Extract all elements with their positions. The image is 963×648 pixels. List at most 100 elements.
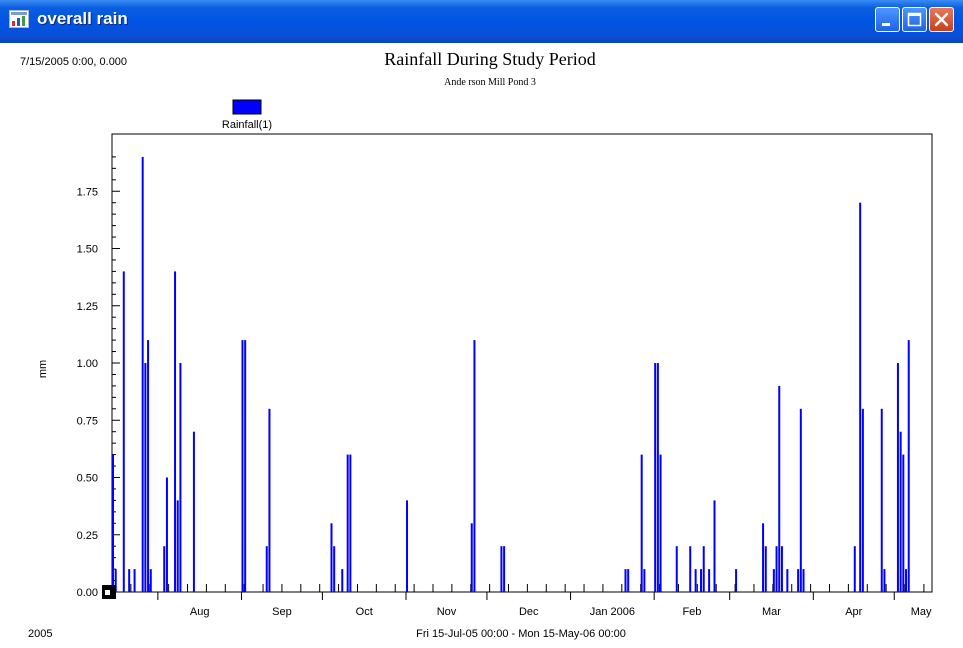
close-icon <box>934 12 949 27</box>
rain-bar <box>643 569 646 592</box>
rain-bar <box>656 363 659 592</box>
rain-bar <box>179 363 182 592</box>
rainfall-chart: 7/15/2005 0:00, 0.000 Rainfall During St… <box>20 49 933 640</box>
y-tick-label: 0.50 <box>77 473 98 485</box>
rain-bar <box>627 569 630 592</box>
maximize-button[interactable] <box>902 7 927 32</box>
x-axis: Aug Sep Oct Nov Dec Jan 2006 Feb Mar Apr May <box>111 584 932 618</box>
rain-bar <box>902 454 905 592</box>
rain-bar <box>406 500 409 592</box>
y-tick-label: 0.00 <box>77 587 98 599</box>
legend[interactable]: Rainfall(1) <box>222 99 272 131</box>
rain-bar <box>192 431 195 592</box>
x-axis-range-label: Fri 15-Jul-05 00:00 - Mon 15-May-06 00:0… <box>416 628 626 640</box>
minimize-icon <box>882 23 890 26</box>
x-tick-label: Oct <box>356 606 373 618</box>
rain-bar <box>700 569 703 592</box>
close-button[interactable] <box>929 7 954 32</box>
chart-title: Rainfall During Study Period <box>384 49 595 69</box>
rain-bar <box>654 363 657 592</box>
rain-bar <box>853 546 856 592</box>
rain-bar <box>163 546 166 592</box>
rain-bar <box>883 569 886 592</box>
rain-bar <box>799 408 802 592</box>
rain-bar <box>141 156 144 592</box>
rain-bar <box>640 454 643 592</box>
rain-bar <box>899 431 902 592</box>
x-tick-label: Mar <box>762 606 781 618</box>
cursor-handle-mark <box>105 590 110 595</box>
rain-bar <box>114 569 117 592</box>
x-tick-label: Jan 2006 <box>590 606 635 618</box>
x-tick-label: Sep <box>272 606 292 618</box>
minimize-button[interactable] <box>875 7 900 32</box>
y-tick-label: 1.75 <box>77 186 98 198</box>
rain-bar <box>694 569 697 592</box>
x-tick-label: Feb <box>682 606 701 618</box>
rain-bar <box>346 454 349 592</box>
rain-bar <box>128 569 131 592</box>
rain-bar <box>133 569 136 592</box>
x-tick-label: May <box>911 606 932 618</box>
y-axis-label: mm <box>37 360 49 378</box>
y-tick-label: 1.00 <box>77 358 98 370</box>
rain-bar <box>503 546 506 592</box>
rain-bar <box>775 546 778 592</box>
y-tick-label: 0.25 <box>77 530 98 542</box>
rain-bar <box>907 340 910 592</box>
rain-bar <box>330 523 333 592</box>
rain-bar <box>859 202 862 592</box>
rain-bar <box>268 408 271 592</box>
rain-bar <box>896 363 899 592</box>
chart-subtitle: Ande rson Mill Pond 3 <box>444 77 536 88</box>
rain-bar <box>174 271 177 592</box>
plot-area <box>111 133 933 593</box>
rain-bar <box>702 546 705 592</box>
rain-bar <box>165 477 168 592</box>
rain-bar <box>778 385 781 592</box>
rain-bar <box>861 408 864 592</box>
x-tick-label: Aug <box>190 606 210 618</box>
rain-bar <box>802 569 805 592</box>
y-tick-label: 1.50 <box>77 244 98 256</box>
rain-bar <box>772 569 775 592</box>
rain-bar <box>244 340 247 592</box>
legend-label: Rainfall(1) <box>222 119 272 131</box>
rain-bar <box>905 569 908 592</box>
cursor-readout: 7/15/2005 0:00, 0.000 <box>20 56 127 68</box>
window-title: overall rain <box>37 9 128 28</box>
rain-bar <box>241 340 244 592</box>
rain-bar <box>624 569 627 592</box>
x-tick-label: Nov <box>437 606 457 618</box>
rain-bar <box>762 523 765 592</box>
rain-bar <box>341 569 344 592</box>
rain-bar <box>764 546 767 592</box>
maximize-icon <box>907 12 922 27</box>
rain-bar <box>349 454 352 592</box>
rain-bar <box>470 523 473 592</box>
legend-swatch <box>232 99 262 115</box>
rain-bar <box>500 546 503 592</box>
rain-bar <box>144 363 147 592</box>
rain-bar <box>265 546 268 592</box>
rain-bar <box>713 500 716 592</box>
y-tick-label: 0.75 <box>77 415 98 427</box>
rain-bar <box>689 546 692 592</box>
rain-bar <box>880 408 883 592</box>
title-bar[interactable]: overall rain <box>0 0 963 43</box>
year-label: 2005 <box>28 628 52 640</box>
rain-bar <box>675 546 678 592</box>
rain-bar <box>735 569 738 592</box>
rain-bar <box>147 340 150 592</box>
y-tick-label: 1.25 <box>77 301 98 313</box>
rain-bar <box>112 454 114 592</box>
chart-app-icon <box>9 10 29 28</box>
rain-bar <box>797 569 800 592</box>
rain-bar <box>786 569 789 592</box>
rain-bar <box>122 271 125 592</box>
rain-bar <box>659 454 662 592</box>
rain-bar <box>333 546 336 592</box>
rain-bar <box>708 569 711 592</box>
x-tick-label: Apr <box>845 606 862 618</box>
